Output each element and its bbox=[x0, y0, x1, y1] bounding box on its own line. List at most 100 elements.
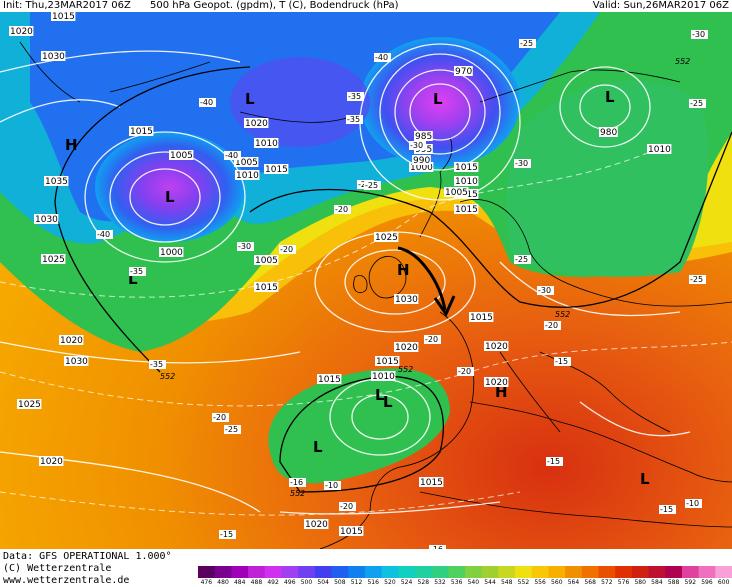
low-marker: L bbox=[245, 90, 255, 108]
geopotential-label: 552 bbox=[398, 365, 413, 374]
pressure-label: 1015 bbox=[455, 163, 478, 173]
temperature-label: -20 bbox=[280, 245, 293, 254]
low-marker: L bbox=[313, 438, 323, 456]
valid-time: Valid: Sun,26MAR2017 06Z bbox=[592, 0, 729, 11]
color-scale-swatch bbox=[498, 566, 516, 578]
weather-map-svg: H L L L L L L H L L L H 1015 1020 1030 1015… bbox=[0, 12, 732, 549]
high-marker: H bbox=[397, 261, 410, 279]
temperature-label: -35 bbox=[150, 360, 163, 369]
pressure-label: 1025 bbox=[42, 255, 65, 265]
temperature-label: -30 bbox=[692, 30, 705, 39]
pressure-label: 1035 bbox=[45, 177, 68, 187]
pressure-label: 1010 bbox=[236, 171, 259, 181]
color-scale-swatch bbox=[465, 566, 483, 578]
geopotential-label: 552 bbox=[555, 310, 570, 319]
temperature-label: -35 bbox=[347, 115, 360, 124]
pressure-label: 1020 bbox=[395, 343, 418, 353]
color-scale-swatch bbox=[314, 566, 332, 578]
pressure-label: 1000 bbox=[410, 163, 433, 173]
pressure-label: 1000 bbox=[160, 248, 183, 258]
pressure-label: 1005 bbox=[255, 256, 278, 266]
pressure-system-markers: H L L L L L L H L L L H bbox=[65, 88, 650, 488]
color-scale-label: 580 bbox=[634, 579, 646, 586]
color-scale-label: 504 bbox=[317, 579, 329, 586]
pressure-label: 1010 bbox=[648, 145, 671, 155]
color-scale-label: 592 bbox=[684, 579, 697, 586]
temperature-labels: -40 -40 -35 -40 -35 -35 -30 -25 -30 -20 -40 -35 -30 -… bbox=[96, 30, 708, 549]
low-marker: L bbox=[605, 88, 615, 106]
temperature-label: -40 bbox=[375, 53, 388, 62]
color-scale-label: 544 bbox=[484, 579, 496, 586]
geopotential-label: 552 bbox=[290, 489, 305, 498]
color-scale-swatch bbox=[581, 566, 599, 578]
pressure-label: 1025 bbox=[375, 233, 398, 243]
color-scale-label: 596 bbox=[701, 579, 713, 586]
pressure-label: 1020 bbox=[10, 27, 33, 37]
pressure-label: 985 bbox=[415, 132, 432, 142]
temperature-label: -25 bbox=[690, 99, 703, 108]
color-scale-swatch bbox=[381, 566, 399, 578]
temperature-label: -30 bbox=[238, 242, 251, 251]
low-marker: L bbox=[433, 90, 443, 108]
temperature-label: -10 bbox=[325, 481, 338, 490]
color-scale-label: 492 bbox=[267, 579, 279, 586]
pressure-label: 1010 bbox=[455, 177, 478, 187]
pressure-label: 1005 bbox=[170, 151, 193, 161]
temperature-label: -20 bbox=[213, 413, 226, 422]
temperature-label: -20 bbox=[335, 205, 348, 214]
copyright: (C) Wetterzentrale bbox=[3, 563, 112, 574]
color-scale-swatch bbox=[348, 566, 366, 578]
temperature-label: -25 bbox=[225, 425, 238, 434]
temperature-label: -25 bbox=[365, 181, 378, 190]
color-scale-swatch bbox=[298, 566, 316, 578]
color-scale-swatch bbox=[515, 566, 533, 578]
pressure-label: 1010 bbox=[255, 139, 278, 149]
color-scale-label: 476 bbox=[200, 579, 213, 586]
pressure-label: 1010 bbox=[372, 372, 395, 382]
temperature-label: -30 bbox=[538, 286, 551, 295]
color-scale-swatch bbox=[698, 566, 716, 578]
temperature-label: -20 bbox=[458, 367, 471, 376]
pressure-label: 980 bbox=[600, 128, 617, 138]
pressure-label: 1015 bbox=[265, 165, 288, 175]
pressure-label: 1015 bbox=[318, 375, 341, 385]
temperature-label: -15 bbox=[220, 530, 233, 539]
color-scale-label: 512 bbox=[350, 579, 363, 586]
temperature-label: -15 bbox=[555, 357, 568, 366]
color-scale-swatch bbox=[615, 566, 633, 578]
pressure-label: 1020 bbox=[40, 457, 63, 467]
pressure-label: 1020 bbox=[60, 336, 83, 346]
color-scale-swatch bbox=[681, 566, 700, 578]
color-scale-label: 588 bbox=[667, 579, 680, 586]
temperature-label: -30 bbox=[410, 141, 423, 150]
color-scale-label: 508 bbox=[334, 579, 346, 586]
pressure-label: 1025 bbox=[18, 400, 41, 410]
color-scale-swatch bbox=[198, 566, 216, 578]
color-scale-label: 516 bbox=[367, 579, 379, 586]
map-header: Init: Thu,23MAR2017 06Z 500 hPa Geopot. … bbox=[0, 0, 732, 12]
low-marker: L bbox=[383, 393, 393, 411]
color-scale-swatch bbox=[398, 566, 416, 578]
pressure-label: 1020 bbox=[305, 520, 328, 530]
color-scale-swatch bbox=[715, 566, 732, 578]
geopotential-label: 552 bbox=[160, 372, 175, 381]
pressure-label: 1005 bbox=[445, 188, 468, 198]
pressure-label: 990 bbox=[413, 156, 430, 166]
color-scale-label: 584 bbox=[651, 579, 663, 586]
temperature-label: -20 bbox=[340, 502, 353, 511]
color-scale-swatch bbox=[264, 566, 282, 578]
temperature-label: -25 bbox=[520, 39, 533, 48]
map-footer: Data: GFS OPERATIONAL 1.000° (C) Wetterz… bbox=[0, 549, 732, 587]
color-scale-label: 540 bbox=[467, 579, 480, 586]
temperature-label: -30 bbox=[515, 159, 528, 168]
flow-arrow-head bbox=[433, 295, 456, 318]
color-scale-label: 564 bbox=[567, 579, 580, 586]
color-scale-bar bbox=[198, 566, 732, 578]
temperature-label: -40 bbox=[225, 151, 238, 160]
color-scale-label: 532 bbox=[434, 579, 446, 586]
pressure-label: 1030 bbox=[42, 52, 65, 62]
pressure-label: 1015 bbox=[376, 357, 399, 367]
pressure-label: 1015 bbox=[255, 283, 278, 293]
flow-arrow bbox=[397, 246, 447, 311]
color-scale-label: 572 bbox=[601, 579, 613, 586]
